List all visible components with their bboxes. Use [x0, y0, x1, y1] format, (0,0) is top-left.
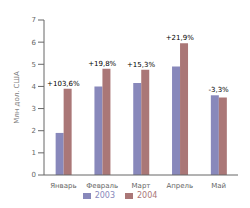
svg-text:3: 3 [32, 105, 36, 113]
svg-text:+19,8%: +19,8% [88, 60, 116, 68]
html-text:2004: 2004 [137, 191, 158, 200]
svg-text:0: 0 [32, 171, 36, 179]
svg-text:Март: Март [132, 182, 151, 190]
svg-text:+21,9%: +21,9% [166, 34, 194, 42]
html-text:2003: 2003 [94, 191, 115, 200]
svg-text:Млн дол. США: Млн дол. США [13, 71, 21, 124]
svg-text:7: 7 [32, 16, 36, 24]
svg-text:2: 2 [32, 127, 36, 135]
svg-text:+103,6%: +103,6% [47, 80, 80, 88]
svg-text:Апрель: Апрель [166, 182, 193, 190]
svg-text:6: 6 [32, 39, 37, 47]
svg-text:Февраль: Февраль [86, 182, 118, 190]
svg-text:Май: Май [211, 182, 226, 190]
svg-text:4: 4 [32, 83, 37, 91]
svg-text:1: 1 [32, 149, 36, 157]
svg-text:+15,3%: +15,3% [127, 61, 155, 69]
svg-text:5: 5 [32, 61, 36, 69]
svg-text:Январь: Январь [50, 182, 76, 190]
svg-text:-3,3%: -3,3% [208, 86, 229, 94]
